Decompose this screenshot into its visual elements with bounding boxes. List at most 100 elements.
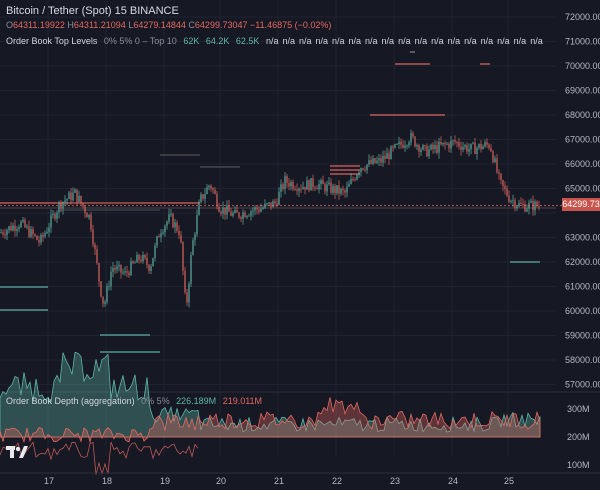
price-candle-body: [100, 281, 102, 297]
price-candle-body: [294, 188, 296, 190]
price-candle-body: [288, 182, 290, 187]
tradingview-logo-icon[interactable]: [6, 444, 28, 462]
price-candle-body: [220, 211, 222, 214]
price-candle-body: [120, 264, 122, 273]
price-axis-label: 68000.00: [565, 110, 600, 120]
price-candle-body: [356, 174, 358, 180]
price-candle-body: [396, 143, 398, 145]
price-candle-body: [234, 209, 236, 213]
price-candle-body: [296, 189, 298, 192]
price-candle-body: [312, 178, 314, 188]
price-candle-body: [152, 257, 154, 267]
price-candle-body: [226, 205, 228, 215]
price-candle-body: [126, 271, 128, 273]
price-candle-body: [366, 164, 368, 171]
price-candle-body: [484, 142, 486, 147]
price-candle-body: [0, 232, 2, 234]
price-candle-body: [218, 206, 220, 212]
price-candle-body: [274, 201, 276, 204]
price-candle-body: [476, 147, 478, 155]
price-candle-body: [222, 207, 224, 214]
top-levels-na-10: n/a: [431, 36, 444, 46]
price-candle-body: [342, 188, 344, 191]
price-axis-label: 62000.00: [565, 257, 600, 267]
price-candle-body: [306, 180, 308, 190]
price-candle-body: [204, 194, 206, 199]
depth-legend[interactable]: Order Book Depth (aggregation) 0% 5% 226…: [6, 396, 266, 406]
price-candle-body: [260, 208, 262, 212]
price-candle-body: [364, 169, 366, 171]
price-axis-label: 70000.00: [565, 61, 600, 71]
price-candle-body: [448, 143, 450, 149]
price-candle-body: [386, 153, 388, 159]
price-candle-body: [436, 145, 438, 153]
depth-lower-line: [0, 441, 199, 476]
price-candle-body: [24, 219, 26, 228]
price-candle-body: [98, 263, 100, 282]
price-candle-body: [6, 230, 8, 236]
price-candle-body: [424, 145, 426, 147]
price-candle-body: [44, 233, 46, 237]
price-candle-body: [58, 202, 60, 213]
price-candle-body: [148, 264, 150, 272]
symbol-title[interactable]: Bitcoin / Tether (Spot) 15 BINANCE: [6, 5, 179, 17]
price-candle-body: [216, 193, 218, 207]
price-candle-body: [76, 189, 78, 202]
price-candle-body: [108, 286, 110, 288]
price-candle-body: [332, 185, 334, 193]
price-candle-body: [22, 219, 24, 222]
price-candle-body: [188, 283, 190, 303]
price-candle-body: [276, 203, 278, 205]
price-candle-body: [122, 272, 124, 274]
top-levels-legend[interactable]: Order Book Top Levels 0% 5% 0 – Top 10 6…: [6, 36, 551, 46]
top-levels-na-11: n/a: [447, 36, 461, 46]
ohlc-legend: O64311.19922 H64311.21094 L64279.14844 C…: [6, 20, 331, 30]
price-candle-body: [500, 173, 502, 180]
low-value: 64279.14844: [133, 20, 186, 30]
time-axis-label: 21: [274, 476, 284, 486]
price-candle-body: [406, 145, 408, 147]
price-candle-body: [78, 195, 80, 202]
price-candle-body: [10, 226, 12, 231]
price-candle-body: [368, 160, 370, 165]
price-candle-body: [118, 264, 120, 267]
price-candle-body: [208, 185, 210, 188]
price-candle-body: [56, 212, 58, 219]
price-candle-body: [358, 172, 360, 175]
price-candle-body: [164, 225, 166, 233]
price-candle-body: [444, 142, 446, 145]
price-candle-body: [422, 145, 424, 150]
price-candle-body: [250, 211, 252, 216]
price-candle-body: [74, 189, 76, 193]
price-candle-body: [16, 228, 18, 231]
price-candle-body: [348, 183, 350, 187]
price-candle-body: [110, 271, 112, 287]
price-candle-body: [88, 214, 90, 218]
price-candle-body: [240, 217, 242, 219]
price-candle-body: [466, 145, 468, 152]
price-candle-body: [302, 186, 304, 190]
time-axis-label: 18: [102, 476, 112, 486]
price-candle-body: [8, 226, 10, 231]
price-candle-body: [94, 244, 96, 250]
price-candle-body: [62, 201, 64, 209]
price-candle-body: [310, 178, 312, 191]
price-candle-body: [34, 234, 36, 236]
price-candle-body: [380, 158, 382, 163]
price-candle-body: [292, 182, 294, 189]
top-levels-na-13: n/a: [480, 36, 494, 46]
price-candle-body: [72, 192, 74, 201]
price-candle-body: [360, 168, 362, 173]
top-levels-na-7: n/a: [381, 36, 395, 46]
price-candle-body: [162, 232, 164, 234]
price-candle-body: [212, 188, 214, 191]
price-candle-body: [246, 215, 248, 218]
price-axis-label: 61000.00: [565, 282, 600, 292]
price-candle-body: [404, 145, 406, 148]
price-candle-body: [376, 160, 378, 163]
price-axis-label: 58000.00: [565, 355, 600, 365]
price-candle-body: [410, 133, 412, 143]
price-candle-body: [136, 254, 138, 263]
